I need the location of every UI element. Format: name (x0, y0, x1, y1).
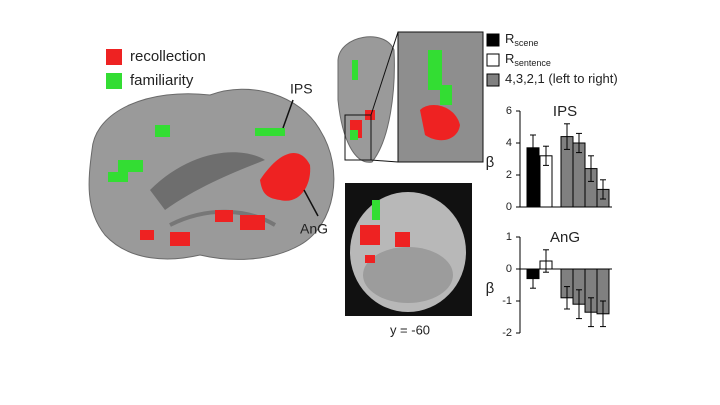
error-bar (600, 300, 606, 328)
brain-label: IPS (290, 81, 313, 97)
error-bar (576, 132, 582, 154)
chart-title: IPS (553, 103, 577, 120)
error-bar (543, 145, 549, 166)
y-tick-label: -1 (502, 295, 512, 307)
y-tick-label: 4 (506, 137, 512, 149)
y-tick-label: 1 (506, 231, 512, 243)
error-bar (588, 155, 594, 182)
legend-label-main: R (505, 31, 514, 46)
error-bar (588, 297, 594, 328)
y-tick-label: 0 (506, 201, 512, 213)
legend-label-sub: scene (514, 38, 538, 48)
legend-label: familiarity (130, 72, 194, 89)
y-axis-label: β (486, 154, 495, 171)
y-tick-label: 6 (506, 105, 512, 117)
legend-label-main: R (505, 51, 514, 66)
legend-label-main: 4,3,2,1 (left to right) (505, 71, 618, 86)
legend-label: Rsentence (505, 51, 551, 68)
error-bar (543, 249, 549, 273)
legend-swatch (486, 73, 500, 87)
chart-title: AnG (550, 229, 580, 246)
y-axis-label: β (486, 280, 495, 297)
error-bar (564, 286, 570, 310)
ventral-brain (337, 31, 484, 163)
coronal-slice (345, 183, 472, 316)
legend-swatch (106, 49, 122, 65)
brain-label: AnG (300, 221, 328, 237)
legend-label-sub: sentence (514, 58, 551, 68)
error-bar (530, 134, 536, 162)
slice-label: y = -60 (390, 322, 430, 337)
y-tick-label: 0 (506, 263, 512, 275)
error-bar (564, 123, 570, 150)
legend-swatch (486, 53, 500, 67)
lateral-brain (88, 88, 335, 260)
y-tick-label: 2 (506, 169, 512, 181)
error-bar (576, 289, 582, 320)
legend-label: 4,3,2,1 (left to right) (505, 71, 618, 86)
legend-label: Rscene (505, 31, 538, 48)
error-bar (600, 179, 606, 200)
error-bar (530, 268, 536, 289)
legend-label: recollection (130, 48, 206, 65)
legend-swatch (106, 73, 122, 89)
legend-swatch (486, 33, 500, 47)
y-tick-label: -2 (502, 327, 512, 339)
